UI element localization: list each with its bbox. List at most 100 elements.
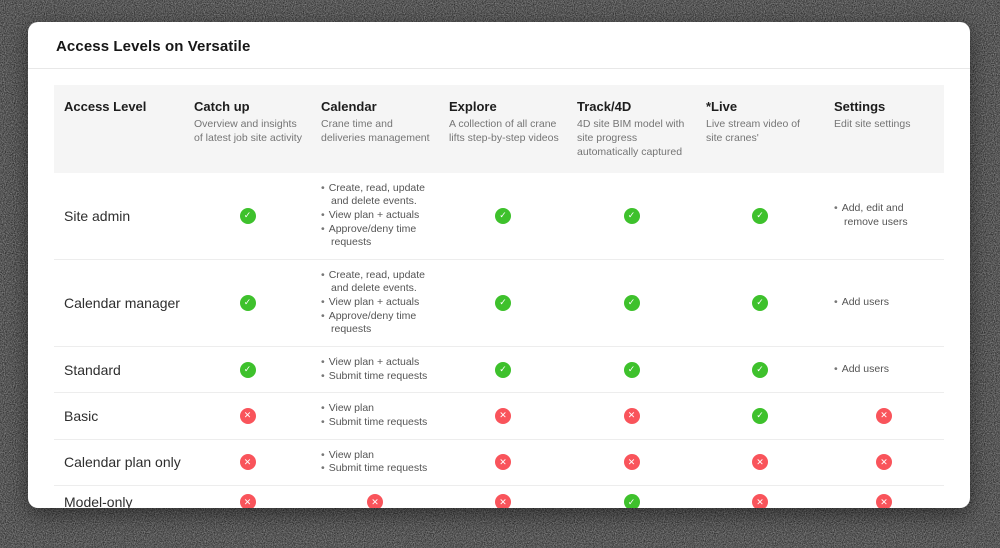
- allowed-cell: ✓: [696, 358, 824, 382]
- check-icon: ✓: [752, 294, 768, 311]
- allowed-cell: ✓: [439, 291, 567, 315]
- column-title: *Live: [706, 99, 738, 114]
- cross-icon: ✕: [239, 454, 256, 471]
- permissions-list: Add users: [824, 291, 944, 315]
- permission-item: View plan + actuals: [321, 356, 433, 370]
- access-level-name: Calendar manager: [64, 294, 180, 311]
- cross-icon: ✕: [495, 494, 511, 508]
- denied-cell: ✕: [311, 490, 439, 508]
- denied-cell: ✕: [824, 490, 944, 508]
- column-description: Edit site settings: [834, 118, 911, 130]
- allowed-cell: ✓: [696, 404, 824, 428]
- page-title: Access Levels on Versatile: [56, 38, 251, 55]
- column-header-calendar: Calendar Crane time and deliveries manage…: [311, 99, 439, 160]
- allowed-cell: ✓: [184, 358, 311, 382]
- column-header-settings: Settings Edit site settings: [824, 99, 944, 160]
- allowed-cell: ✓: [439, 358, 567, 382]
- column-description: A collection of all crane lifts step-by-…: [449, 118, 559, 144]
- table-header-row: Access Level Catch up Overview and insight…: [54, 85, 944, 173]
- permissions-list: View planSubmit time requests: [311, 444, 439, 481]
- column-description: Crane time and deliveries management: [321, 118, 430, 144]
- check-icon: ✓: [752, 407, 768, 424]
- cross-icon: ✕: [495, 454, 511, 471]
- check-icon: ✓: [623, 294, 640, 311]
- cross-icon: ✕: [239, 494, 256, 508]
- cross-icon: ✕: [876, 407, 892, 424]
- denied-cell: ✕: [567, 404, 696, 428]
- cross-icon: ✕: [752, 454, 768, 471]
- permission-item: Submit time requests: [321, 462, 433, 476]
- check-icon: ✓: [495, 294, 511, 311]
- permission-item: View plan + actuals: [321, 209, 433, 223]
- column-description: Overview and insights of latest job site…: [194, 118, 302, 144]
- table-row-standard: Standard ✓ View plan + actualsSubmit time …: [54, 347, 944, 394]
- permissions-list: Add, edit and remove users: [824, 197, 944, 234]
- cross-icon: ✕: [623, 454, 640, 471]
- card-header: Access Levels on Versatile: [28, 22, 970, 69]
- column-title: Track/4D: [577, 99, 632, 114]
- check-icon: ✓: [623, 207, 640, 224]
- allowed-cell: ✓: [567, 490, 696, 508]
- allowed-cell: ✓: [696, 204, 824, 228]
- column-header-track-4d: Track/4D 4D site BIM model with site prog…: [567, 99, 696, 160]
- access-levels-card: Access Levels on Versatile Access Level C…: [28, 22, 970, 508]
- access-level-name: Basic: [64, 407, 99, 424]
- denied-cell: ✕: [696, 490, 824, 508]
- denied-cell: ✕: [439, 490, 567, 508]
- denied-cell: ✕: [184, 404, 311, 428]
- permission-item: Create, read, update and delete events.: [321, 269, 433, 296]
- permission-item: Add, edit and remove users: [834, 202, 938, 229]
- access-level-name: Standard: [64, 361, 121, 378]
- allowed-cell: ✓: [696, 291, 824, 315]
- denied-cell: ✕: [824, 404, 944, 428]
- column-title: Calendar: [321, 99, 377, 114]
- permissions-list: Add users: [824, 358, 944, 382]
- check-icon: ✓: [239, 361, 256, 378]
- cross-icon: ✕: [876, 494, 892, 508]
- denied-cell: ✕: [824, 450, 944, 474]
- check-icon: ✓: [752, 361, 768, 378]
- check-icon: ✓: [623, 361, 640, 378]
- permission-item: View plan: [321, 449, 433, 463]
- cross-icon: ✕: [623, 407, 640, 424]
- permission-item: Add users: [834, 296, 938, 310]
- allowed-cell: ✓: [439, 204, 567, 228]
- permission-item: Add users: [834, 363, 938, 377]
- permission-item: Approve/deny time requests: [321, 223, 433, 250]
- column-title: Explore: [449, 99, 497, 114]
- access-level-name: Model-only: [64, 494, 133, 508]
- cross-icon: ✕: [239, 407, 256, 424]
- cross-icon: ✕: [495, 407, 511, 424]
- check-icon: ✓: [239, 294, 256, 311]
- permission-item: View plan: [321, 402, 433, 416]
- denied-cell: ✕: [439, 450, 567, 474]
- permissions-list: View plan + actualsSubmit time requests: [311, 351, 439, 388]
- column-header-live: *Live Live stream video of site cranes': [696, 99, 824, 160]
- permission-item: Submit time requests: [321, 416, 433, 430]
- cross-icon: ✕: [367, 494, 383, 508]
- permission-item: Create, read, update and delete events.: [321, 182, 433, 209]
- table-row-site-admin: Site admin ✓ Create, read, update and dele…: [54, 173, 944, 260]
- check-icon: ✓: [623, 494, 640, 508]
- column-title: Access Level: [64, 99, 147, 114]
- access-level-name: Calendar plan only: [64, 454, 181, 471]
- permissions-list: Create, read, update and delete events.V…: [311, 177, 439, 255]
- allowed-cell: ✓: [567, 358, 696, 382]
- check-icon: ✓: [239, 207, 256, 224]
- allowed-cell: ✓: [184, 204, 311, 228]
- check-icon: ✓: [495, 361, 511, 378]
- column-title: Settings: [834, 99, 886, 114]
- permissions-list: Create, read, update and delete events.V…: [311, 264, 439, 342]
- check-icon: ✓: [495, 207, 511, 224]
- column-header-catch-up: Catch up Overview and insights of latest …: [184, 99, 311, 160]
- table-row-basic: Basic ✕ View planSubmit time requests ✕ ✕ ✓ ✕: [54, 393, 944, 440]
- permission-item: Submit time requests: [321, 370, 433, 384]
- denied-cell: ✕: [439, 404, 567, 428]
- permission-item: View plan + actuals: [321, 296, 433, 310]
- allowed-cell: ✓: [184, 291, 311, 315]
- cross-icon: ✕: [752, 494, 768, 508]
- column-header-explore: Explore A collection of all crane lifts s…: [439, 99, 567, 160]
- table-row-calendar-plan-only: Calendar plan only ✕ View planSubmit time …: [54, 440, 944, 486]
- column-title: Catch up: [194, 99, 250, 114]
- denied-cell: ✕: [184, 490, 311, 508]
